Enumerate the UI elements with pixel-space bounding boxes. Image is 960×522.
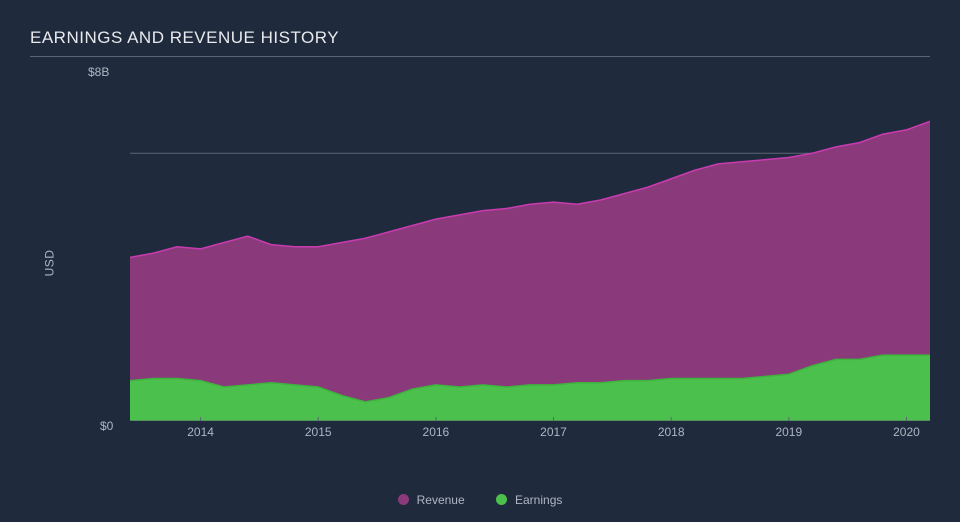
legend-swatch-earnings [496, 494, 507, 505]
y-max-label: $8B [88, 65, 109, 79]
title-underline [30, 56, 930, 57]
area-chart-svg [130, 81, 930, 421]
legend: Revenue Earnings [0, 493, 960, 509]
x-tick-label: 2017 [540, 425, 567, 439]
legend-item-earnings: Earnings [496, 493, 562, 507]
chart-container: EARNINGS AND REVENUE HISTORY $8B USD $0 … [0, 0, 960, 522]
legend-swatch-revenue [398, 494, 409, 505]
y-axis-title: USD [42, 250, 56, 277]
x-axis-ticks: 2014 2015 2016 2017 2018 2019 2020 [130, 425, 930, 441]
x-tick-label: 2014 [187, 425, 214, 439]
legend-label-revenue: Revenue [417, 493, 465, 507]
x-tick-label: 2018 [658, 425, 685, 439]
plot-region [130, 81, 930, 421]
legend-item-revenue: Revenue [398, 493, 465, 507]
x-tick-label: 2019 [775, 425, 802, 439]
x-tick-label: 2015 [305, 425, 332, 439]
chart-title: EARNINGS AND REVENUE HISTORY [30, 28, 930, 56]
x-tick-label: 2016 [423, 425, 450, 439]
legend-label-earnings: Earnings [515, 493, 562, 507]
y-min-label: $0 [100, 419, 113, 433]
chart-area: $8B USD $0 2014 2015 2016 2017 2018 2019 2020 [30, 63, 930, 463]
x-tick-label: 2020 [893, 425, 920, 439]
